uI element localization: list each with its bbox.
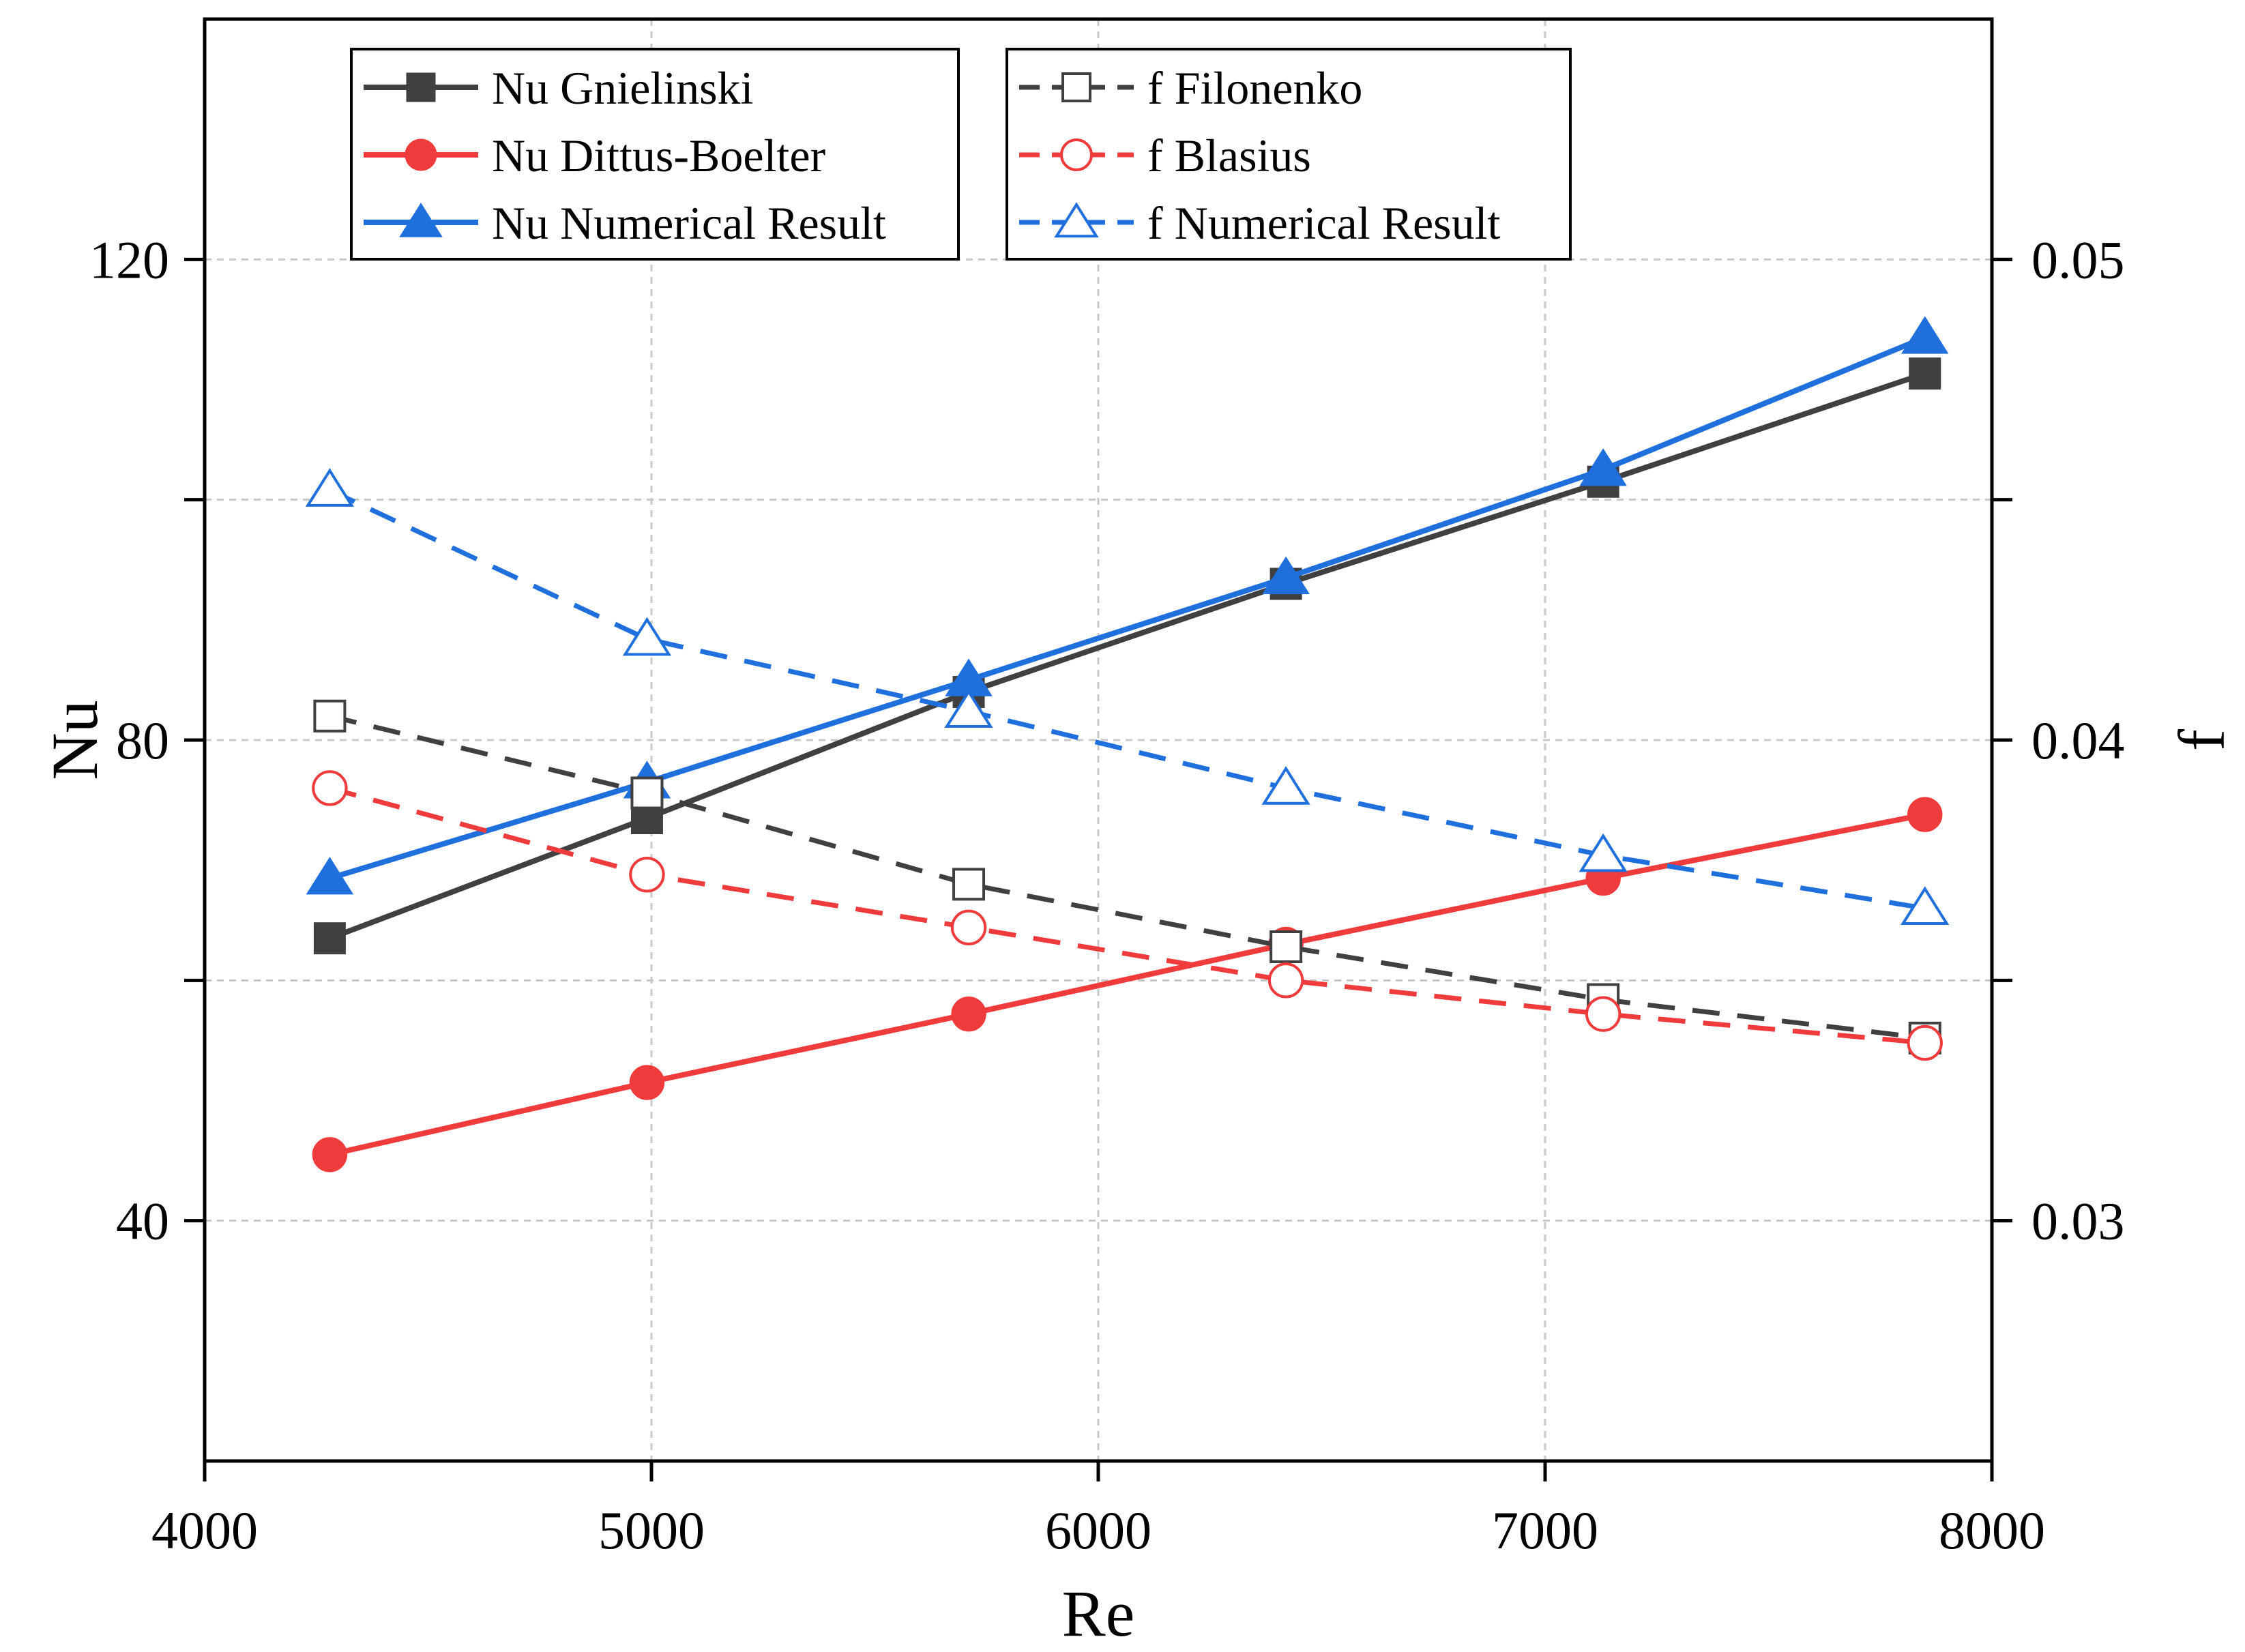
grid-lines (205, 19, 1992, 1461)
series-nu-numerical-result (306, 316, 1949, 895)
data-point (1585, 996, 1622, 1032)
legend-marker (406, 72, 436, 102)
x-tick-label: 5000 (598, 1501, 705, 1560)
data-point (1267, 962, 1304, 999)
legends: Nu Gnielinski Nu Dittus-Boelter Nu Numeric… (350, 48, 1572, 261)
data-point (1907, 797, 1943, 832)
series-f-numerical-result (305, 468, 1950, 925)
legend-marker (1060, 138, 1093, 171)
legend-label: Nu Numerical Result (492, 197, 886, 249)
data-point (312, 1137, 348, 1172)
x-tick-label: 7000 (1492, 1501, 1598, 1560)
tick-labels: 4000 5000 6000 7000 8000 40 80 120 0.03 0.04 0.05 (89, 230, 2125, 1560)
y-axis-title: Nu (38, 700, 111, 780)
data-point (1901, 316, 1949, 354)
data-point (622, 617, 672, 656)
data-point (305, 468, 355, 507)
legend-marker (399, 203, 443, 237)
x-tick-label: 8000 (1939, 1501, 2045, 1560)
data-point (1262, 556, 1310, 594)
legend-label: f Blasius (1147, 130, 1311, 181)
series-nu-dittus-boelter (312, 797, 1943, 1172)
series-line (328, 370, 1926, 941)
data-point (952, 868, 986, 901)
y2-tick-label: 0.04 (2031, 711, 2125, 770)
data-point (1579, 448, 1627, 486)
legend-label: Nu Gnielinski (492, 62, 753, 114)
series-layer (305, 316, 1950, 1172)
y2-axis-title: f (2165, 729, 2238, 751)
series-f-filonenko (313, 699, 1941, 1054)
y-tick-label: 120 (89, 230, 169, 289)
series-line (329, 812, 1926, 1157)
data-point (306, 857, 354, 895)
data-point (629, 1065, 665, 1100)
data-point (950, 909, 987, 946)
legend-label: Nu Dittus-Boelter (492, 130, 826, 181)
x-tick-label: 6000 (1045, 1501, 1151, 1560)
data-point (1261, 766, 1310, 805)
data-point (630, 776, 664, 810)
data-point (1901, 886, 1950, 925)
legend-label: f Numerical Result (1147, 197, 1501, 249)
series-nu-gnielinski (313, 357, 1941, 955)
series-line (329, 713, 1926, 1041)
y2-tick-label: 0.03 (2031, 1192, 2125, 1251)
y-tick-label: 40 (116, 1192, 169, 1251)
y2-tick-label: 0.05 (2031, 230, 2125, 289)
legend-label: f Filonenko (1147, 62, 1362, 114)
data-point (1907, 1024, 1943, 1061)
series-line (329, 786, 1926, 1046)
data-point (629, 857, 665, 893)
legend-marker (1061, 72, 1091, 102)
legend-left: Nu Gnielinski Nu Dittus-Boelter Nu Numeric… (350, 48, 960, 261)
data-point (1270, 930, 1303, 964)
data-point (313, 922, 346, 955)
series-line (329, 335, 1926, 881)
legend-right: f Filonenko f Blasius f Numerical Result (1006, 48, 1572, 261)
data-point (312, 770, 348, 806)
series-f-blasius (312, 770, 1943, 1061)
legend-marker (405, 138, 437, 171)
data-point (1579, 833, 1628, 872)
axis-ticks (184, 257, 2012, 1481)
data-point (313, 699, 347, 733)
axis-titles: Re Nu f (38, 700, 2238, 1650)
x-tick-label: 4000 (151, 1501, 258, 1560)
y-tick-label: 80 (116, 711, 169, 770)
data-point (944, 689, 993, 728)
series-line (328, 488, 1926, 911)
legend-marker (1054, 202, 1099, 238)
x-axis-title: Re (1062, 1577, 1135, 1650)
data-point (951, 996, 986, 1032)
data-point (1909, 357, 1941, 390)
